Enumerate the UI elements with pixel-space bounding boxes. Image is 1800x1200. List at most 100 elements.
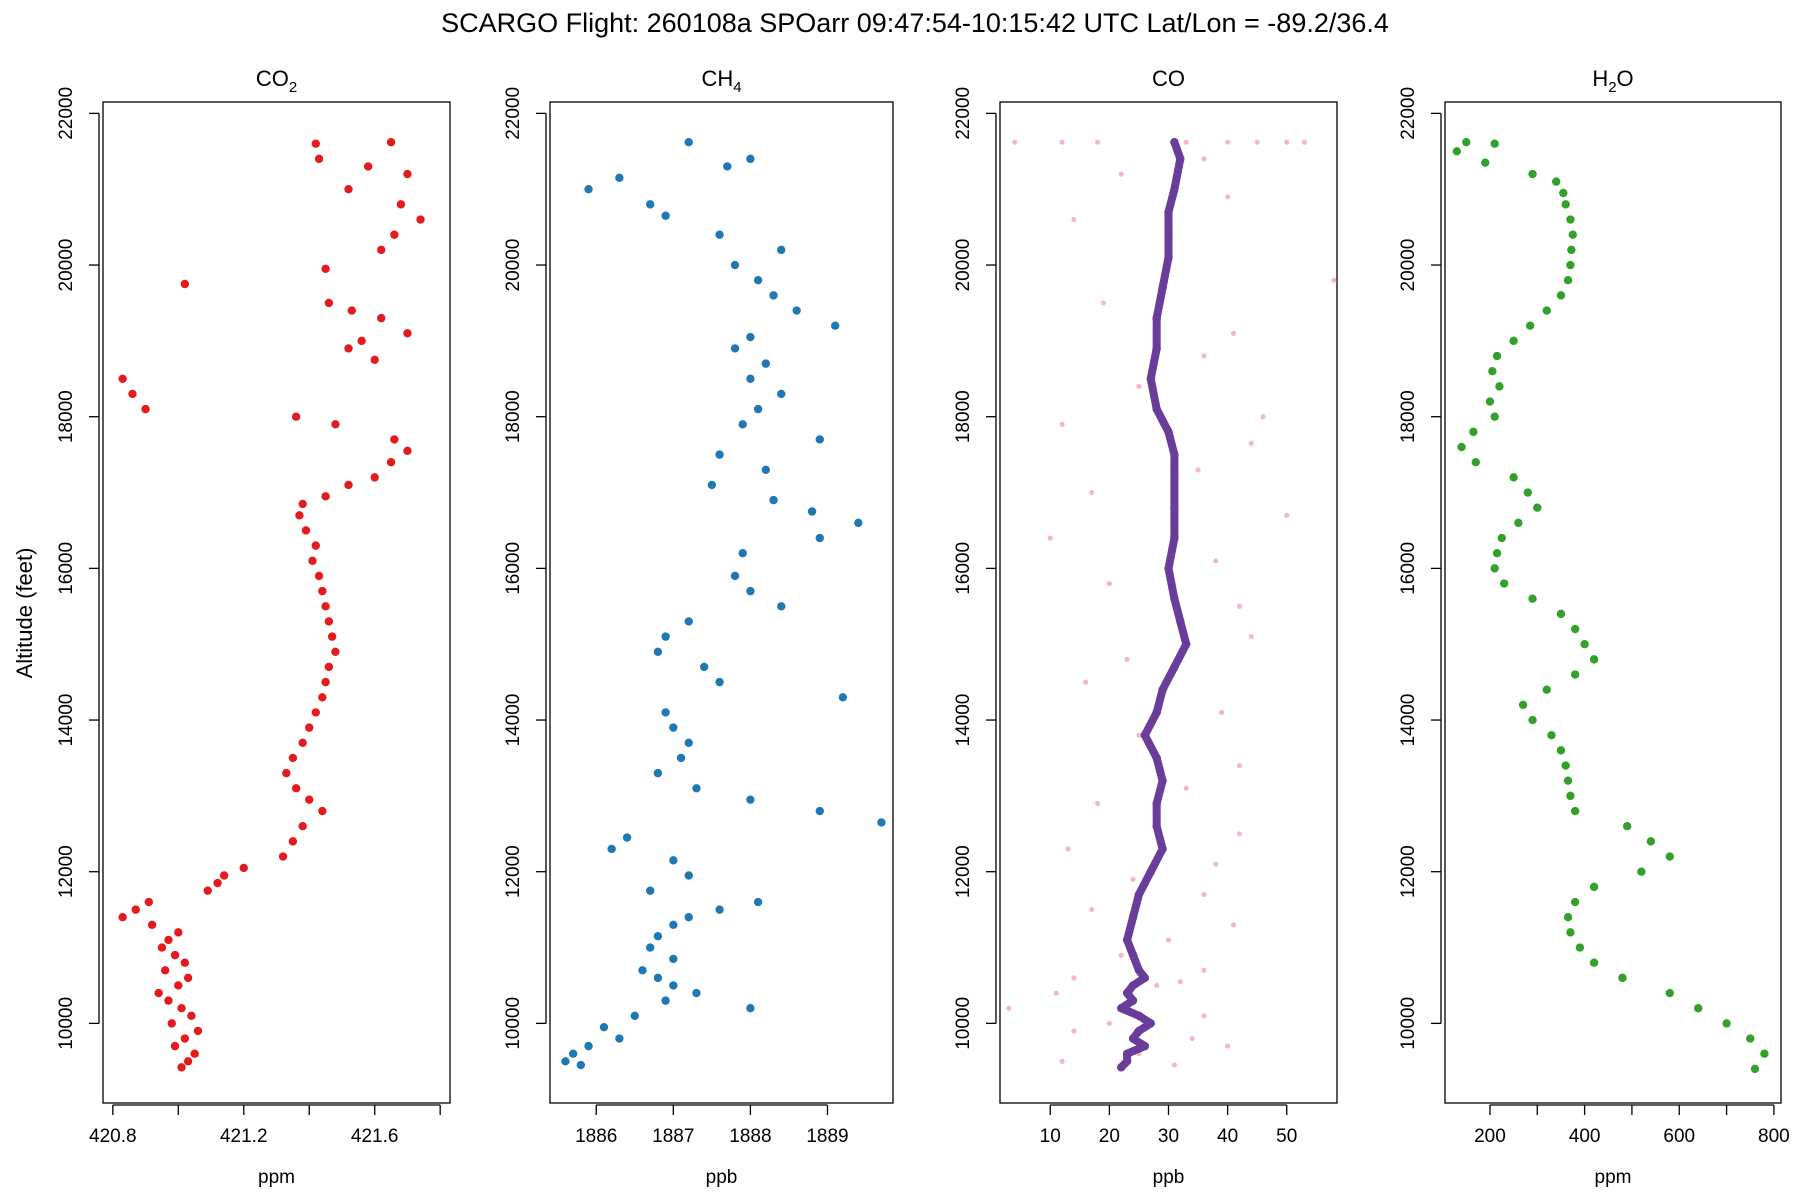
data-point xyxy=(1128,981,1138,990)
data-point xyxy=(370,355,379,365)
data-point xyxy=(331,647,340,656)
data-point xyxy=(1525,321,1535,330)
data-point xyxy=(746,374,755,383)
data-point xyxy=(1236,603,1243,609)
data-point xyxy=(1509,473,1518,482)
data-point xyxy=(684,871,693,880)
data-point xyxy=(1170,450,1179,459)
data-point xyxy=(1089,907,1095,913)
data-point xyxy=(1201,891,1207,898)
data-point xyxy=(403,446,412,456)
data-point xyxy=(769,291,778,300)
data-point xyxy=(707,480,717,490)
data-point xyxy=(314,154,324,164)
data-point xyxy=(403,169,412,179)
x-tick-label: 400 xyxy=(1569,1126,1601,1147)
y-tick-label: 10000 xyxy=(56,997,77,1050)
data-point xyxy=(288,837,298,846)
panel-title-tail: O xyxy=(1617,66,1634,91)
data-point xyxy=(1622,822,1632,831)
y-tick-label: 18000 xyxy=(56,390,77,443)
panel-ch4: CH4 1886 1887 1888 1889 ppb 10000 12000 14000 160… xyxy=(503,66,894,1188)
y-tick-label: 12000 xyxy=(503,845,524,898)
data-point xyxy=(1561,200,1570,209)
data-point xyxy=(1457,442,1466,452)
data-point xyxy=(1225,194,1231,200)
data-point xyxy=(692,784,701,793)
data-point xyxy=(676,753,686,763)
data-point xyxy=(1760,1049,1769,1058)
data-point xyxy=(684,137,693,147)
data-point xyxy=(669,920,678,929)
data-point xyxy=(1528,594,1537,603)
data-point xyxy=(1284,512,1290,518)
data-point xyxy=(298,499,307,509)
data-point xyxy=(180,958,190,967)
panel-title-main: H xyxy=(1592,66,1608,91)
data-point xyxy=(154,988,163,998)
panel-title-subscript: 2 xyxy=(289,79,297,96)
data-point xyxy=(1170,533,1179,543)
data-point xyxy=(1183,785,1189,791)
y-tick-label: 20000 xyxy=(503,239,524,292)
data-point xyxy=(815,806,824,816)
data-point xyxy=(308,556,317,565)
data-point xyxy=(1170,473,1179,482)
y-tick-label: 20000 xyxy=(953,239,974,292)
data-point xyxy=(1514,518,1523,528)
data-point xyxy=(1746,1034,1755,1043)
data-point xyxy=(370,473,379,482)
data-point xyxy=(1130,876,1136,882)
data-point xyxy=(1083,679,1089,685)
data-point xyxy=(684,913,693,922)
panel-title: CO xyxy=(1152,66,1185,91)
data-point xyxy=(1201,967,1207,973)
data-point xyxy=(1094,139,1101,145)
data-point xyxy=(1485,397,1495,406)
data-point xyxy=(1128,950,1138,960)
data-point xyxy=(177,1004,186,1013)
data-point xyxy=(1164,253,1173,262)
data-point xyxy=(1561,761,1570,770)
data-point xyxy=(1146,374,1155,383)
x-tick-label: 1886 xyxy=(575,1126,617,1147)
y-tick-label: 20000 xyxy=(1398,239,1419,292)
data-point xyxy=(1152,313,1161,323)
data-point xyxy=(1331,277,1337,283)
data-point xyxy=(1158,776,1167,785)
data-point xyxy=(1201,1013,1207,1019)
x-tick-label: 10 xyxy=(1040,1126,1061,1147)
data-point xyxy=(180,1034,190,1043)
panel-title-main: CO xyxy=(256,66,289,91)
data-point xyxy=(1128,1034,1138,1043)
data-point xyxy=(584,1041,593,1051)
data-point xyxy=(1490,412,1499,421)
y-tick-label: 12000 xyxy=(56,845,77,898)
data-point xyxy=(661,996,670,1005)
data-point xyxy=(321,492,330,501)
data-point xyxy=(1471,458,1480,467)
data-point xyxy=(1170,662,1179,672)
data-point xyxy=(282,768,291,778)
data-point xyxy=(1528,169,1537,179)
data-point xyxy=(1570,624,1580,634)
data-point xyxy=(830,321,840,330)
panel-title: CH4 xyxy=(701,66,741,96)
data-point xyxy=(183,1057,193,1066)
x-axis-label: ppm xyxy=(258,1167,295,1188)
data-point xyxy=(1006,1005,1012,1011)
data-point xyxy=(1164,207,1173,217)
data-point xyxy=(1518,700,1528,710)
data-point xyxy=(1117,1063,1126,1072)
data-point xyxy=(1213,558,1219,564)
data-point xyxy=(1089,489,1095,496)
data-point xyxy=(301,526,311,535)
data-point xyxy=(344,344,353,353)
data-point xyxy=(1230,330,1237,336)
data-point xyxy=(1136,383,1142,389)
data-point xyxy=(1158,283,1167,292)
data-point xyxy=(1122,1057,1132,1066)
data-point xyxy=(777,389,786,399)
data-point xyxy=(219,871,229,880)
data-point xyxy=(278,852,288,861)
